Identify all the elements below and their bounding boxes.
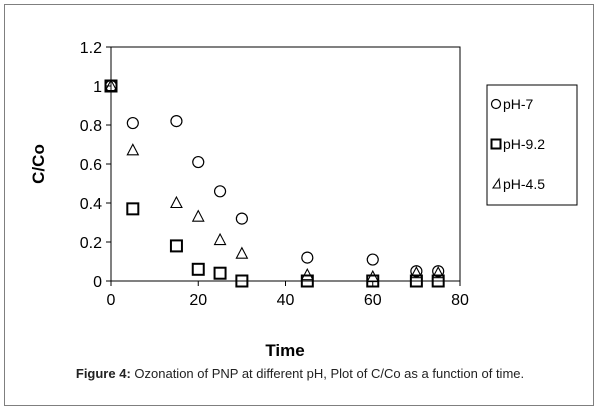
legend-box xyxy=(486,84,578,206)
data-point-circle xyxy=(432,265,445,278)
legend-label: pH-9.2 xyxy=(503,136,545,152)
legend-marker-circle xyxy=(490,98,502,110)
x-tick-label: 60 xyxy=(364,292,382,309)
data-point-circle xyxy=(366,253,379,266)
y-axis-label: C/Co xyxy=(29,144,48,184)
data-point-triangle xyxy=(191,209,205,222)
data-point-square xyxy=(126,202,140,216)
data-point-circle xyxy=(301,251,314,264)
legend-item: pH-4.5 xyxy=(491,176,545,192)
data-point-square xyxy=(213,266,227,280)
series-triangle xyxy=(104,78,445,283)
x-tick-label: 20 xyxy=(189,292,207,309)
legend-label: pH-7 xyxy=(503,96,534,112)
data-point-square xyxy=(235,274,249,288)
legend-label: pH-4.5 xyxy=(503,176,545,192)
x-axis-label: Time xyxy=(265,341,304,360)
data-point-square xyxy=(191,262,205,276)
data-point-triangle xyxy=(170,195,183,209)
figure-caption-label: Figure 4: xyxy=(75,366,131,381)
data-point-square xyxy=(431,274,445,288)
y-tick-label: 1.2 xyxy=(80,40,102,57)
legend-marker-triangle xyxy=(491,177,501,189)
data-point-triangle xyxy=(235,246,249,259)
data-point-square xyxy=(300,274,314,288)
data-point-triangle xyxy=(366,269,380,283)
data-point-triangle xyxy=(213,232,227,246)
data-point-triangle xyxy=(104,78,118,92)
legend-item: pH-9.2 xyxy=(490,136,545,152)
x-axis-ticks: 0 20 40 60 80 xyxy=(107,281,469,309)
data-point-circle xyxy=(126,116,139,130)
y-tick-label: 0.4 xyxy=(80,196,102,213)
data-point-circle xyxy=(410,265,423,278)
data-point-triangle xyxy=(431,266,445,279)
figure-caption-text: Ozonation of PNP at different pH, Plot o… xyxy=(130,366,525,381)
legend-item: pH-7 xyxy=(490,96,534,112)
data-point-square xyxy=(169,239,183,253)
data-point-circle xyxy=(170,114,183,128)
data-point-triangle xyxy=(409,266,423,279)
x-tick-label: 40 xyxy=(277,292,295,309)
data-point-triangle xyxy=(300,267,314,281)
y-tick-label: 1 xyxy=(93,79,102,96)
data-point-circle xyxy=(235,212,248,225)
x-tick-label: 0 xyxy=(107,292,116,309)
data-point-circle xyxy=(104,79,118,93)
y-axis-ticks: 0 0.2 0.4 0.6 0.8 1 1.2 xyxy=(80,40,111,291)
x-tick-label: 80 xyxy=(451,292,469,309)
legend-marker-square xyxy=(490,138,502,150)
legend: pH-7 pH-9.2 pH-4.5 xyxy=(486,84,578,206)
plot-area xyxy=(110,46,461,282)
figure-caption: Figure 4: Ozonation of PNP at different … xyxy=(0,366,600,381)
data-point-circle xyxy=(213,185,227,198)
y-tick-label: 0 xyxy=(93,274,102,291)
data-point-square xyxy=(409,274,423,288)
data-points xyxy=(104,78,445,288)
series-circle xyxy=(104,79,445,278)
y-tick-label: 0.6 xyxy=(80,157,102,174)
data-point-circle xyxy=(192,155,205,169)
y-tick-label: 0.8 xyxy=(80,118,102,135)
y-tick-label: 0.2 xyxy=(80,235,102,252)
data-point-triangle xyxy=(126,143,140,156)
